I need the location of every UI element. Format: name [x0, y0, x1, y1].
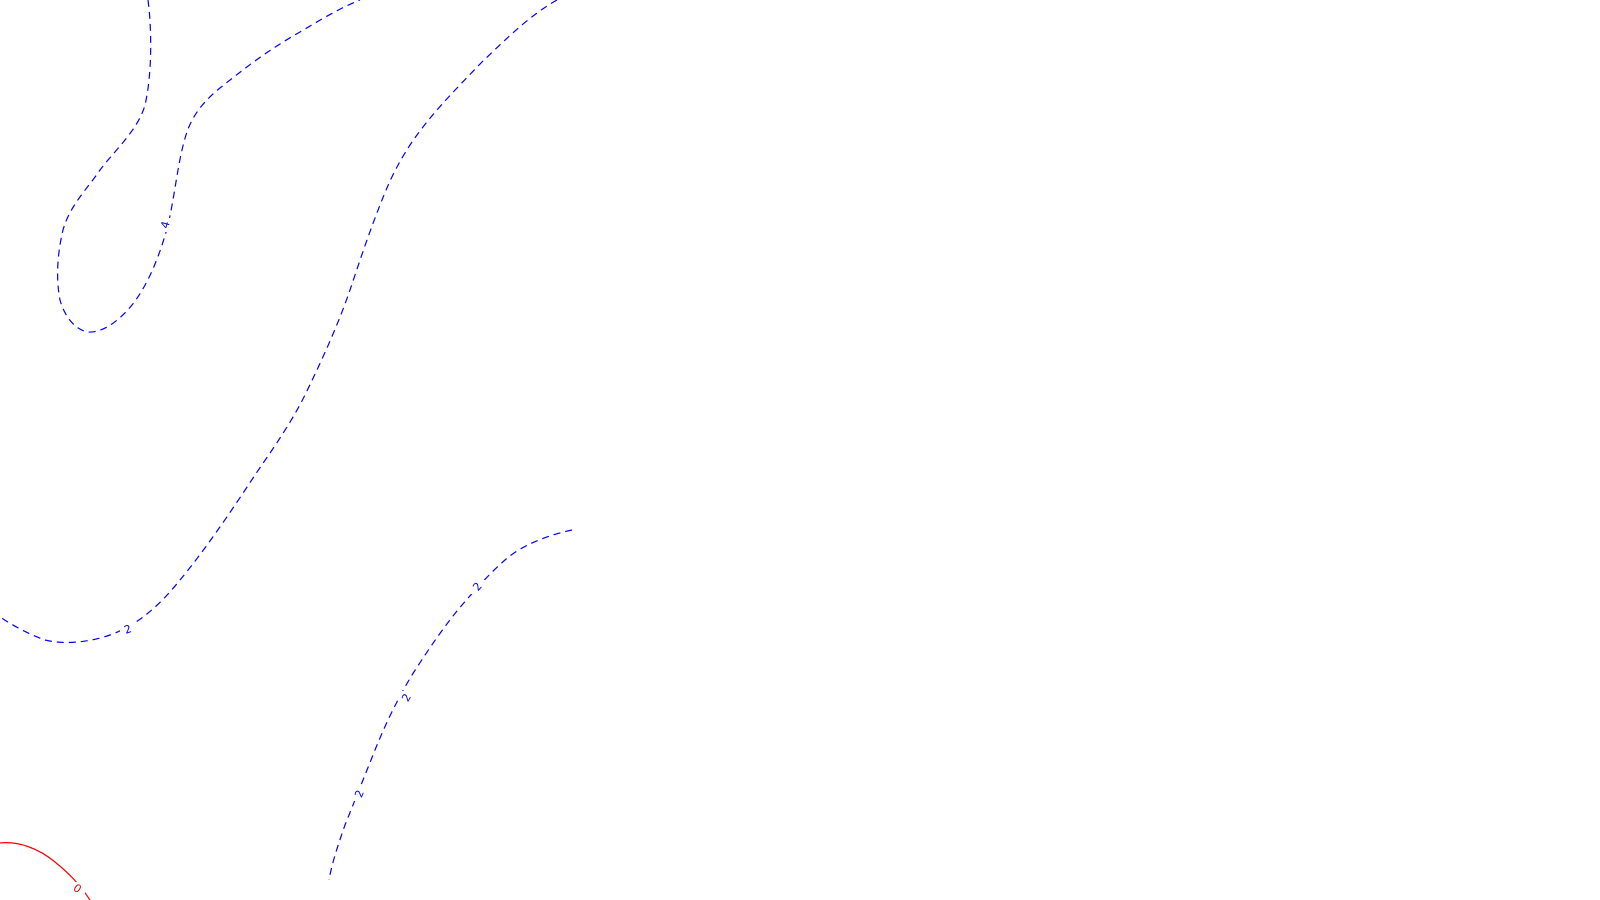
contour-label-text: 2	[352, 788, 367, 799]
contour-line-2-long	[0, 0, 558, 644]
contour-label-2d: 2	[352, 787, 368, 801]
contour-label-2c: 2	[399, 691, 415, 705]
contour-label-text: 2	[122, 622, 133, 637]
contour-label-4: 4	[158, 218, 174, 232]
contour-label-2a: 2	[120, 622, 136, 637]
contour-line-4-outer	[57, 0, 361, 333]
contour-line-2-lower	[328, 529, 573, 881]
contour-label-text: 4	[158, 220, 172, 230]
contour-label-2b: 2	[470, 580, 486, 594]
contour-label-0: 0	[69, 881, 85, 896]
